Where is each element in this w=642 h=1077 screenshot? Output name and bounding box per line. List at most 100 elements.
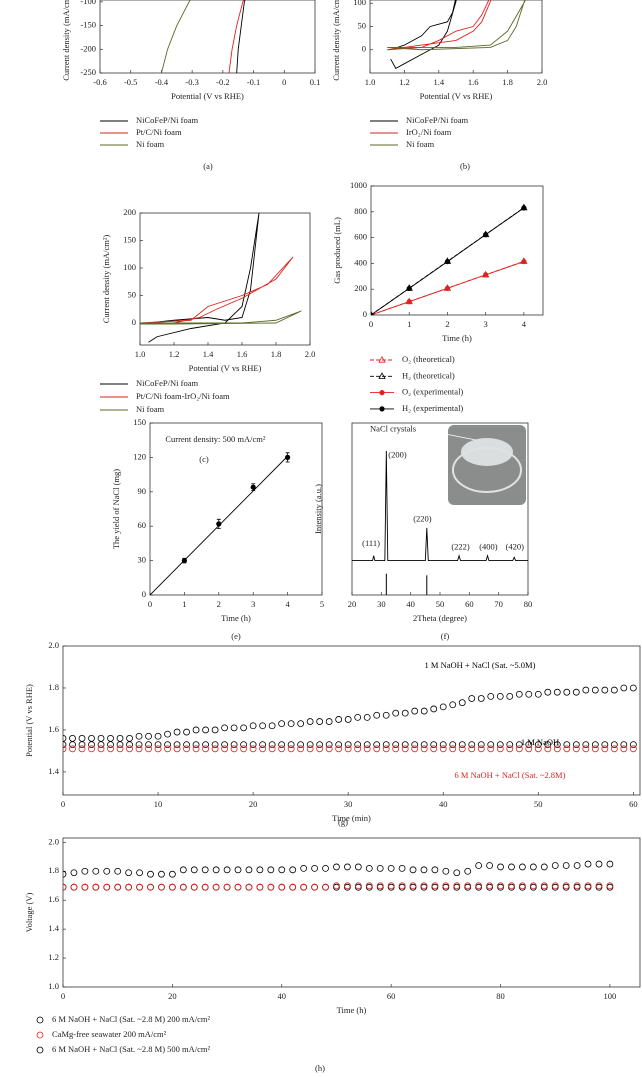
marker xyxy=(591,745,599,753)
marker xyxy=(379,406,385,412)
x-tick-label: 100 xyxy=(604,991,617,1001)
plot-frame xyxy=(62,645,641,796)
x-tick-label: 0 xyxy=(148,599,152,609)
marker xyxy=(373,745,381,753)
marker xyxy=(287,741,295,749)
x-tick-label: 1.6 xyxy=(237,349,248,359)
marker xyxy=(487,741,495,749)
x-tick-label: 1.6 xyxy=(468,77,479,87)
marker xyxy=(173,741,181,749)
marker xyxy=(525,741,533,749)
legend-label: 6 M NaOH + NaCl (Sat. ~2.8 M) 200 mA/cm² xyxy=(52,1014,211,1024)
marker xyxy=(572,741,580,749)
series-line xyxy=(228,0,245,73)
marker xyxy=(114,883,122,891)
panel-caption: (b) xyxy=(460,161,470,171)
marker xyxy=(250,484,256,490)
y-tick-label: 800 xyxy=(354,206,367,216)
y-axis-label: Voltage (V) xyxy=(24,892,34,932)
marker xyxy=(126,741,133,749)
x-tick-label: 2 xyxy=(445,319,449,329)
plot-frame xyxy=(99,0,316,74)
marker xyxy=(201,883,209,891)
x-tick-label: 5 xyxy=(320,599,324,609)
marker xyxy=(515,690,523,698)
marker xyxy=(453,882,461,890)
x-tick-label: 1.8 xyxy=(502,77,513,87)
marker xyxy=(420,741,428,749)
marker xyxy=(136,883,143,891)
x-tick-label: 30 xyxy=(377,599,386,609)
marker xyxy=(92,867,100,875)
panel-caption: (g) xyxy=(338,817,348,827)
marker xyxy=(88,745,95,753)
marker xyxy=(601,745,609,753)
marker xyxy=(442,883,450,891)
marker xyxy=(202,726,209,734)
y-axis-label: Gas produced (mL) xyxy=(332,217,342,284)
marker xyxy=(223,866,231,874)
annotation: Current density: 500 mA/cm² xyxy=(165,434,266,444)
series-line xyxy=(387,0,526,51)
series-layer xyxy=(371,203,528,315)
plot-frame xyxy=(370,185,544,316)
x-tick-label: 1.0 xyxy=(135,349,146,359)
marker xyxy=(464,867,472,875)
marker xyxy=(420,882,428,890)
marker xyxy=(398,882,406,890)
marker xyxy=(431,882,439,890)
series-layer xyxy=(387,0,526,69)
marker xyxy=(401,709,409,717)
marker xyxy=(444,258,451,265)
marker xyxy=(444,285,451,291)
marker xyxy=(333,882,340,890)
marker xyxy=(458,741,466,749)
marker xyxy=(563,688,571,696)
marker xyxy=(406,299,412,305)
marker xyxy=(562,862,570,869)
marker xyxy=(534,741,542,749)
plot-frame xyxy=(139,212,311,346)
marker xyxy=(202,745,209,753)
marker xyxy=(354,745,362,753)
marker xyxy=(449,745,457,753)
x-tick-label: 0.1 xyxy=(310,77,321,87)
series-line xyxy=(390,0,457,69)
legend-label: 6 M NaOH + NaCl (Sat. ~2.8 M) 500 mA/cm² xyxy=(52,1044,211,1054)
marker xyxy=(354,882,362,890)
y-tick-label: 1.6 xyxy=(48,724,59,734)
inset-crystals xyxy=(461,438,513,466)
marker xyxy=(519,863,526,871)
marker xyxy=(584,860,592,868)
x-tick-label: 2 xyxy=(217,599,221,609)
marker xyxy=(525,745,533,753)
marker xyxy=(382,745,390,753)
marker xyxy=(36,1046,44,1054)
marker xyxy=(173,745,181,753)
marker xyxy=(278,720,286,728)
marker xyxy=(164,741,171,749)
marker xyxy=(610,741,618,749)
marker xyxy=(572,688,580,696)
marker xyxy=(506,741,514,749)
marker xyxy=(544,688,552,696)
marker xyxy=(629,745,637,753)
y-tick-label: 1.2 xyxy=(48,952,59,962)
marker xyxy=(181,558,187,564)
marker xyxy=(591,741,599,749)
marker xyxy=(529,883,537,891)
marker xyxy=(497,883,504,891)
marker xyxy=(354,713,362,721)
marker xyxy=(378,372,386,379)
marker xyxy=(519,883,526,891)
marker xyxy=(420,707,428,715)
x-tick-label: 10 xyxy=(154,799,163,809)
marker xyxy=(278,883,286,891)
marker xyxy=(529,863,537,871)
marker xyxy=(103,883,111,891)
y-tick-label: 100 xyxy=(123,262,136,272)
marker xyxy=(483,232,489,238)
marker xyxy=(230,745,238,753)
marker xyxy=(107,734,114,742)
marker xyxy=(629,684,637,692)
